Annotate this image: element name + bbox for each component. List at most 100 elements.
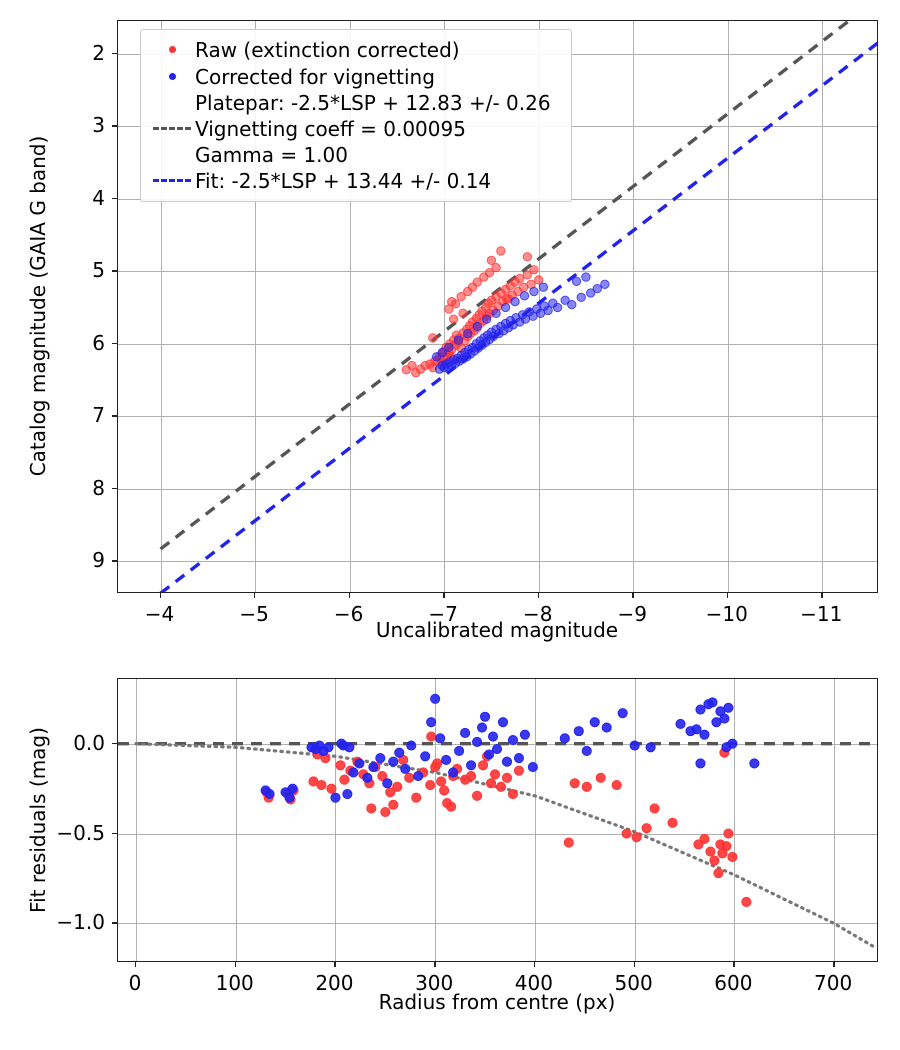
data-point	[485, 778, 497, 789]
y-tick-label: −1.0	[56, 910, 105, 935]
data-point	[330, 792, 341, 803]
data-point	[375, 753, 386, 764]
data-point	[589, 717, 600, 728]
x-tick-label: 700	[814, 971, 853, 995]
data-point	[348, 767, 359, 778]
data-point	[411, 792, 422, 803]
data-point	[426, 717, 437, 728]
gridline-vertical	[534, 679, 536, 961]
legend-item-label: Corrected for vignetting	[195, 64, 435, 89]
bottom-xaxis-label: Radius from centre (px)	[378, 990, 616, 1014]
data-point	[543, 305, 553, 316]
data-point	[699, 833, 710, 845]
data-point	[491, 744, 503, 755]
data-point	[467, 282, 478, 292]
scatter-series	[431, 272, 610, 374]
scatter-plot-residuals	[117, 678, 878, 962]
x-tick	[821, 593, 823, 598]
data-point	[691, 724, 702, 735]
data-point	[264, 788, 275, 800]
data-point	[719, 713, 730, 724]
x-tick-label: −8	[522, 602, 553, 626]
data-point	[534, 275, 544, 285]
data-point	[472, 790, 483, 801]
data-point	[476, 722, 488, 733]
y-tick	[112, 415, 117, 417]
data-point	[600, 279, 610, 289]
data-point	[380, 806, 391, 818]
gridline-vertical	[349, 21, 351, 592]
gridline-vertical	[235, 679, 237, 961]
data-point	[479, 711, 491, 722]
legend-item: Corrected for vignetting	[149, 63, 561, 90]
data-point	[705, 846, 716, 857]
x-tick	[234, 962, 237, 967]
data-point	[563, 837, 574, 848]
gridline-horizontal	[118, 488, 877, 490]
data-point	[576, 292, 586, 302]
gridline-horizontal	[118, 416, 877, 418]
legend-dashed-gray-line-icon	[153, 127, 191, 130]
data-point	[501, 756, 513, 767]
x-tick-label: −9	[617, 602, 647, 626]
data-point	[458, 308, 468, 318]
gridline-vertical	[435, 679, 437, 961]
data-point	[382, 778, 393, 789]
data-point	[519, 291, 530, 301]
data-point	[500, 302, 511, 313]
data-point	[567, 299, 577, 310]
legend-item-label: Fit: -2.5*LSP + 13.44 +/- 0.14	[195, 168, 492, 193]
y-tick-label: 7	[92, 403, 105, 428]
scatter-series	[260, 693, 760, 803]
top-xaxis-label: Uncalibrated magnitude	[375, 618, 619, 642]
data-point	[629, 740, 640, 751]
data-point	[439, 785, 450, 796]
gridline-vertical	[633, 21, 635, 592]
legend-item-label: Vignetting coeff = 0.00095	[195, 116, 466, 141]
data-point	[420, 751, 431, 762]
data-point	[466, 771, 477, 782]
x-tick	[633, 962, 636, 967]
x-tick	[134, 962, 137, 967]
x-tick	[533, 962, 536, 967]
x-tick-label: 400	[514, 971, 553, 995]
y-tick-label: 6	[92, 330, 105, 355]
data-point	[483, 749, 495, 760]
y-tick	[112, 125, 117, 127]
data-point	[519, 729, 530, 740]
data-point	[699, 729, 710, 740]
data-point	[344, 742, 355, 753]
data-point	[641, 823, 652, 834]
x-tick	[334, 962, 336, 967]
data-point	[339, 774, 350, 785]
data-point	[721, 841, 732, 852]
data-point	[431, 352, 442, 362]
y-tick	[112, 52, 117, 55]
data-point	[721, 742, 732, 753]
gridline-vertical	[634, 679, 636, 961]
data-point	[741, 896, 752, 907]
data-point	[425, 780, 436, 791]
data-point	[749, 758, 760, 769]
x-tick-label: 0	[128, 971, 142, 995]
data-point	[413, 771, 424, 782]
legend-item: Raw (extinction corrected)	[149, 36, 561, 63]
data-point	[645, 742, 656, 753]
data-point	[430, 693, 441, 704]
data-point	[435, 733, 446, 744]
data-point	[595, 772, 606, 783]
data-point	[287, 783, 298, 794]
data-point	[284, 792, 295, 803]
y-tick-label: −0.5	[56, 820, 105, 845]
x-tick-label: −11	[800, 602, 843, 626]
x-tick	[833, 962, 835, 967]
data-point	[335, 760, 346, 771]
data-point	[448, 314, 459, 324]
data-point	[522, 270, 532, 280]
data-point	[454, 745, 465, 756]
data-point	[426, 731, 437, 742]
bottom-plot-area	[118, 679, 877, 961]
data-point	[388, 756, 399, 767]
legend-marker-blue-dot-icon	[168, 73, 176, 80]
